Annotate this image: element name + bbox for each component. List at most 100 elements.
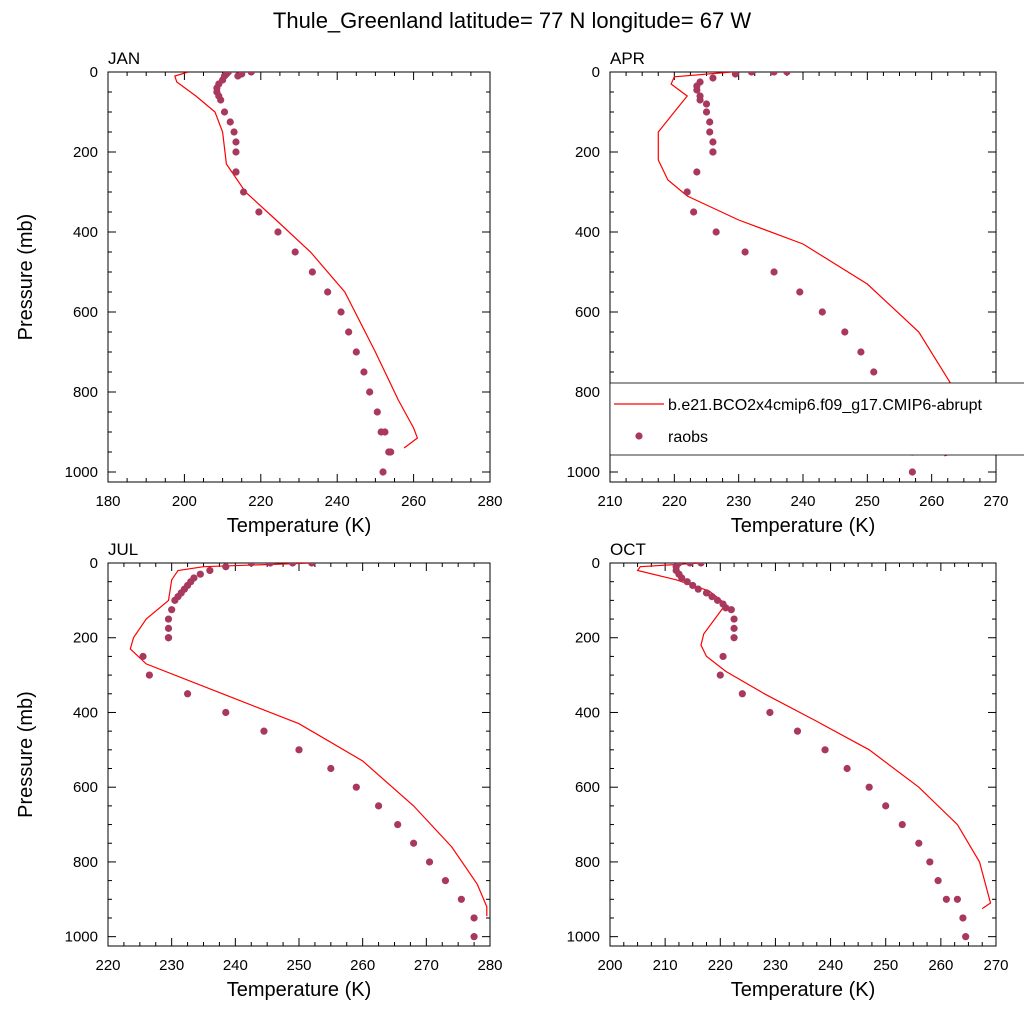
raobs-point [394,820,402,829]
model-series-line [636,563,992,910]
y-tick-label: 600 [575,779,600,796]
raobs-point [222,563,230,571]
raobs-point [702,108,711,116]
raobs-point [145,671,153,679]
raobs-point [915,839,923,847]
x-tick-label: 260 [401,493,426,510]
raobs-point [289,563,297,567]
raobs-point [747,72,756,76]
raobs-point [139,652,147,661]
raobs-point [255,208,263,216]
raobs-point [689,581,697,590]
raobs-point [164,615,173,623]
raobs-point [230,128,238,136]
y-tick-label: 600 [73,779,98,796]
panel-label: OCT [610,540,646,559]
y-tick-label: 200 [73,144,98,161]
panel-label: JAN [108,49,140,68]
model-series-line [174,72,419,449]
raobs-point [247,563,255,567]
x-tick-label: 260 [928,957,953,974]
raobs-point [870,368,878,376]
raobs-point [953,895,962,903]
y-tick-label: 200 [575,144,600,161]
raobs-point [222,708,230,717]
raobs-point [234,72,242,80]
raobs-point [164,634,173,642]
raobs-point [730,624,738,632]
raobs-point [226,118,234,126]
y-tick-label: 1000 [65,929,98,946]
y-tick-label: 200 [73,630,98,647]
raobs-point [713,596,722,604]
raobs-point [171,596,179,604]
legend-marker-swatch [635,432,643,440]
y-tick-label: 0 [90,64,98,81]
y-tick-label: 1000 [65,464,98,481]
raobs-point [274,228,282,236]
raobs-point [379,468,387,476]
model-series-line [129,563,488,917]
raobs-point [962,933,970,941]
raobs-point [470,914,478,922]
x-tick-label: 230 [159,957,184,974]
raobs-point [441,877,450,885]
x-tick-label: 200 [597,957,622,974]
x-tick-label: 230 [763,957,788,974]
raobs-point [709,74,717,82]
x-tick-label: 230 [726,493,751,510]
raobs-point [709,148,717,156]
raobs-point [164,624,173,632]
raobs-point [683,188,691,196]
y-tick-label: 0 [90,555,98,572]
panel-jan: JAN 180 200 220 240 260 280 0 200 400 600 800 1000 Te… [15,49,503,537]
raobs-point [683,578,691,586]
raobs-point [738,690,746,698]
plot-data [129,563,488,941]
raobs-point [690,208,698,216]
raobs-point [770,268,778,276]
raobs-point [217,96,225,104]
raobs-point [796,288,804,296]
legend: b.e21.BCO2x4cmip6.f09_g17.CMIP6-abruptra… [609,382,1024,456]
raobs-point [260,727,268,735]
raobs-point [693,168,701,176]
x-axis-label: Temperature (K) [731,515,876,537]
plot-frame [609,562,997,947]
raobs-point [345,328,353,336]
raobs-point [693,86,701,94]
x-tick-label: 250 [873,957,898,974]
raobs-point [470,933,478,941]
raobs-point [425,858,434,866]
raobs-point [730,634,738,642]
raobs-point [908,468,916,476]
raobs-point [708,593,716,601]
x-tick-label: 210 [597,493,622,510]
raobs-point [821,746,829,754]
raobs-point [934,877,942,885]
raobs-point [232,168,240,176]
raobs-point [730,615,738,623]
raobs-point [770,72,778,76]
raobs-point [686,563,694,567]
y-tick-label: 400 [575,704,600,721]
raobs-point [266,563,274,567]
x-axis-label: Temperature (K) [227,515,372,537]
raobs-point [387,448,395,456]
raobs-point [697,563,705,567]
raobs-point [793,727,802,735]
panel-apr: APR 210 220 230 240 250 260 270 0 200 400 600 800 100… [567,49,1009,537]
y-tick-label: 400 [575,224,600,241]
raobs-point [352,348,360,356]
raobs-point [168,606,176,614]
x-axis-label: Temperature (K) [227,979,372,1001]
raobs-point [716,671,724,679]
plot-data [636,563,992,941]
x-tick-label: 270 [983,957,1008,974]
x-tick-label: 220 [95,957,120,974]
x-tick-label: 280 [477,957,502,974]
y-tick-label: 400 [73,704,98,721]
raobs-point [783,72,791,76]
raobs-point [352,783,360,791]
panel-label: APR [610,49,645,68]
